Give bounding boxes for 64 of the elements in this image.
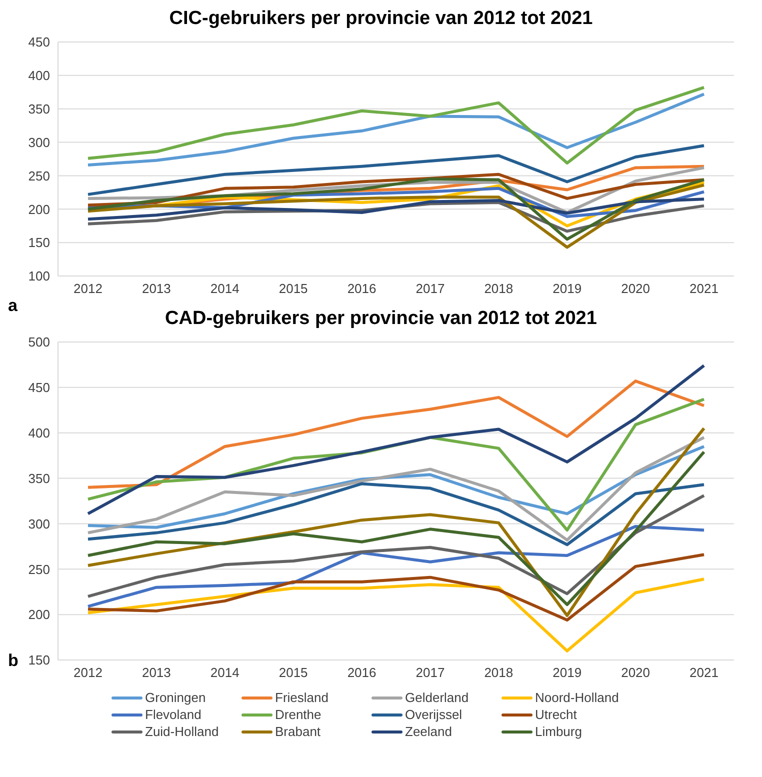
x-tick-label: 2013 [142, 665, 171, 680]
line-series [86, 436, 706, 542]
y-tick-label: 350 [28, 101, 50, 116]
legend-label: Zeeland [405, 724, 452, 739]
legend-label: Drenthe [275, 707, 322, 722]
x-tick-label: 2018 [484, 665, 514, 680]
y-tick-label: 150 [28, 235, 50, 250]
chart-title: CAD-gebruikers per provincie van 2012 tot 2021 [165, 308, 597, 329]
line-series [86, 144, 706, 196]
legend-label: Limburg [535, 724, 582, 739]
line-series [86, 450, 706, 606]
legend-label: Noord-Holland [535, 690, 619, 705]
x-tick-label: 2021 [690, 665, 718, 680]
legend-label: Overijssel [405, 707, 462, 722]
y-tick-label: 450 [28, 380, 50, 396]
y-tick-label: 500 [28, 334, 50, 350]
legend-label: Gelderland [405, 690, 469, 705]
y-tick-label: 400 [28, 68, 50, 84]
legend-label: Zuid-Holland [145, 724, 219, 739]
y-tick-label: 400 [28, 425, 50, 440]
x-tick-label: 2013 [142, 281, 171, 296]
x-tick-label: 2021 [690, 281, 718, 296]
x-tick-label: 2016 [347, 281, 376, 296]
y-tick-label: 450 [28, 34, 50, 50]
x-tick-label: 2016 [347, 665, 376, 680]
x-tick-label: 2014 [210, 281, 240, 296]
line-series [86, 178, 706, 241]
line-series [86, 553, 706, 622]
line-series [86, 364, 706, 516]
y-tick-label: 150 [28, 652, 50, 668]
x-tick-label: 2014 [210, 665, 240, 680]
y-tick-label: 300 [28, 134, 50, 150]
legend-label: Groningen [145, 690, 206, 705]
text: a [8, 296, 18, 316]
y-tick-label: 300 [28, 516, 50, 532]
x-tick-label: 2017 [416, 665, 445, 680]
line-series [86, 184, 706, 249]
y-tick-label: 100 [28, 268, 50, 284]
line-series [86, 494, 706, 598]
line-series [86, 524, 706, 608]
x-tick-label: 2017 [416, 281, 445, 296]
chart-title: CIC-gebruikers per provincie van 2012 tot 2021 [168, 8, 594, 30]
legend-label: Brabant [275, 724, 321, 739]
y-tick-label: 200 [28, 607, 50, 622]
x-tick-label: 2020 [621, 665, 650, 680]
x-tick-label: 2020 [621, 281, 650, 296]
legend-label: Flevoland [145, 707, 202, 722]
y-tick-label: 250 [28, 562, 50, 577]
legend-label: Utrecht [535, 707, 577, 722]
x-tick-label: 2012 [74, 281, 102, 296]
line-series [86, 198, 706, 221]
text: b [8, 651, 18, 671]
x-tick-label: 2018 [484, 281, 514, 296]
x-tick-label: 2019 [552, 665, 582, 680]
y-tick-label: 350 [28, 470, 50, 486]
y-tick-label: 250 [28, 168, 50, 184]
legend-label: Friesland [275, 690, 328, 705]
x-tick-label: 2015 [278, 281, 308, 296]
y-tick-label: 200 [28, 202, 50, 217]
line-series [86, 380, 706, 489]
x-tick-label: 2015 [278, 665, 308, 680]
line-series [86, 482, 706, 546]
x-tick-label: 2019 [552, 281, 582, 296]
x-tick-label: 2012 [74, 665, 102, 680]
